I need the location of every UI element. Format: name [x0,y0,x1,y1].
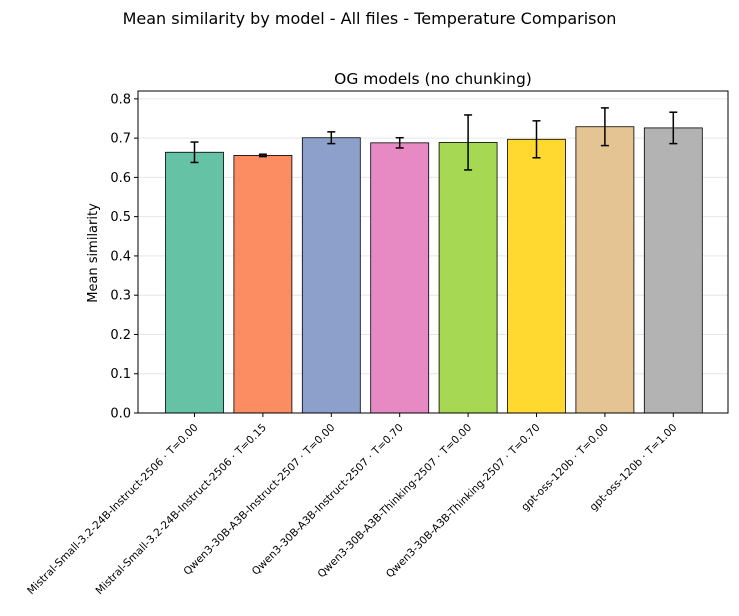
grid-lines [138,98,728,414]
y-tick-label: 0.3 [110,289,131,304]
y-tick-label: 0.5 [110,210,131,225]
y-tick-label: 0.2 [110,328,131,343]
bar [438,142,498,414]
bar [165,151,224,414]
x-tick-label: Qwen3-30B-A3B-Thinking-2507 · T=0.70 [384,422,543,581]
y-axis-label: Mean similarity [86,203,101,303]
bar [643,127,703,414]
bar [507,138,566,414]
error-bars [190,107,678,171]
y-tick-label: 0.4 [110,249,131,264]
chart-title: OG models (no chunking) [334,70,532,88]
y-tick-label: 0.0 [110,407,131,422]
y-tick-label: 0.8 [110,92,131,107]
bar [370,142,430,414]
x-tick-label: Qwen3-30B-A3B-Instruct-2507 · T=0.70 [250,422,406,578]
y-tick-label: 0.1 [110,367,131,382]
bar [301,137,361,414]
figure-suptitle: Mean similarity by model - All files - T… [123,9,617,28]
y-axis-ticks: 0.0 0.1 0.2 0.3 0.4 0.5 0.6 0.7 0.8 [110,92,138,422]
y-tick-label: 0.6 [110,171,131,186]
x-tick-label: Qwen3-30B-A3B-Instruct-2507 · T=0.00 [181,422,337,578]
plot-frame [137,90,729,414]
bars [165,126,703,414]
y-tick-label: 0.7 [110,132,131,147]
bar [233,154,293,414]
bar [575,126,635,414]
x-tick-label: Qwen3-30B-A3B-Thinking-2507 · T=0.00 [315,422,474,581]
x-axis-ticks: Mistral-Small-3.2-24B-Instruct-2506 · T=… [25,413,679,597]
